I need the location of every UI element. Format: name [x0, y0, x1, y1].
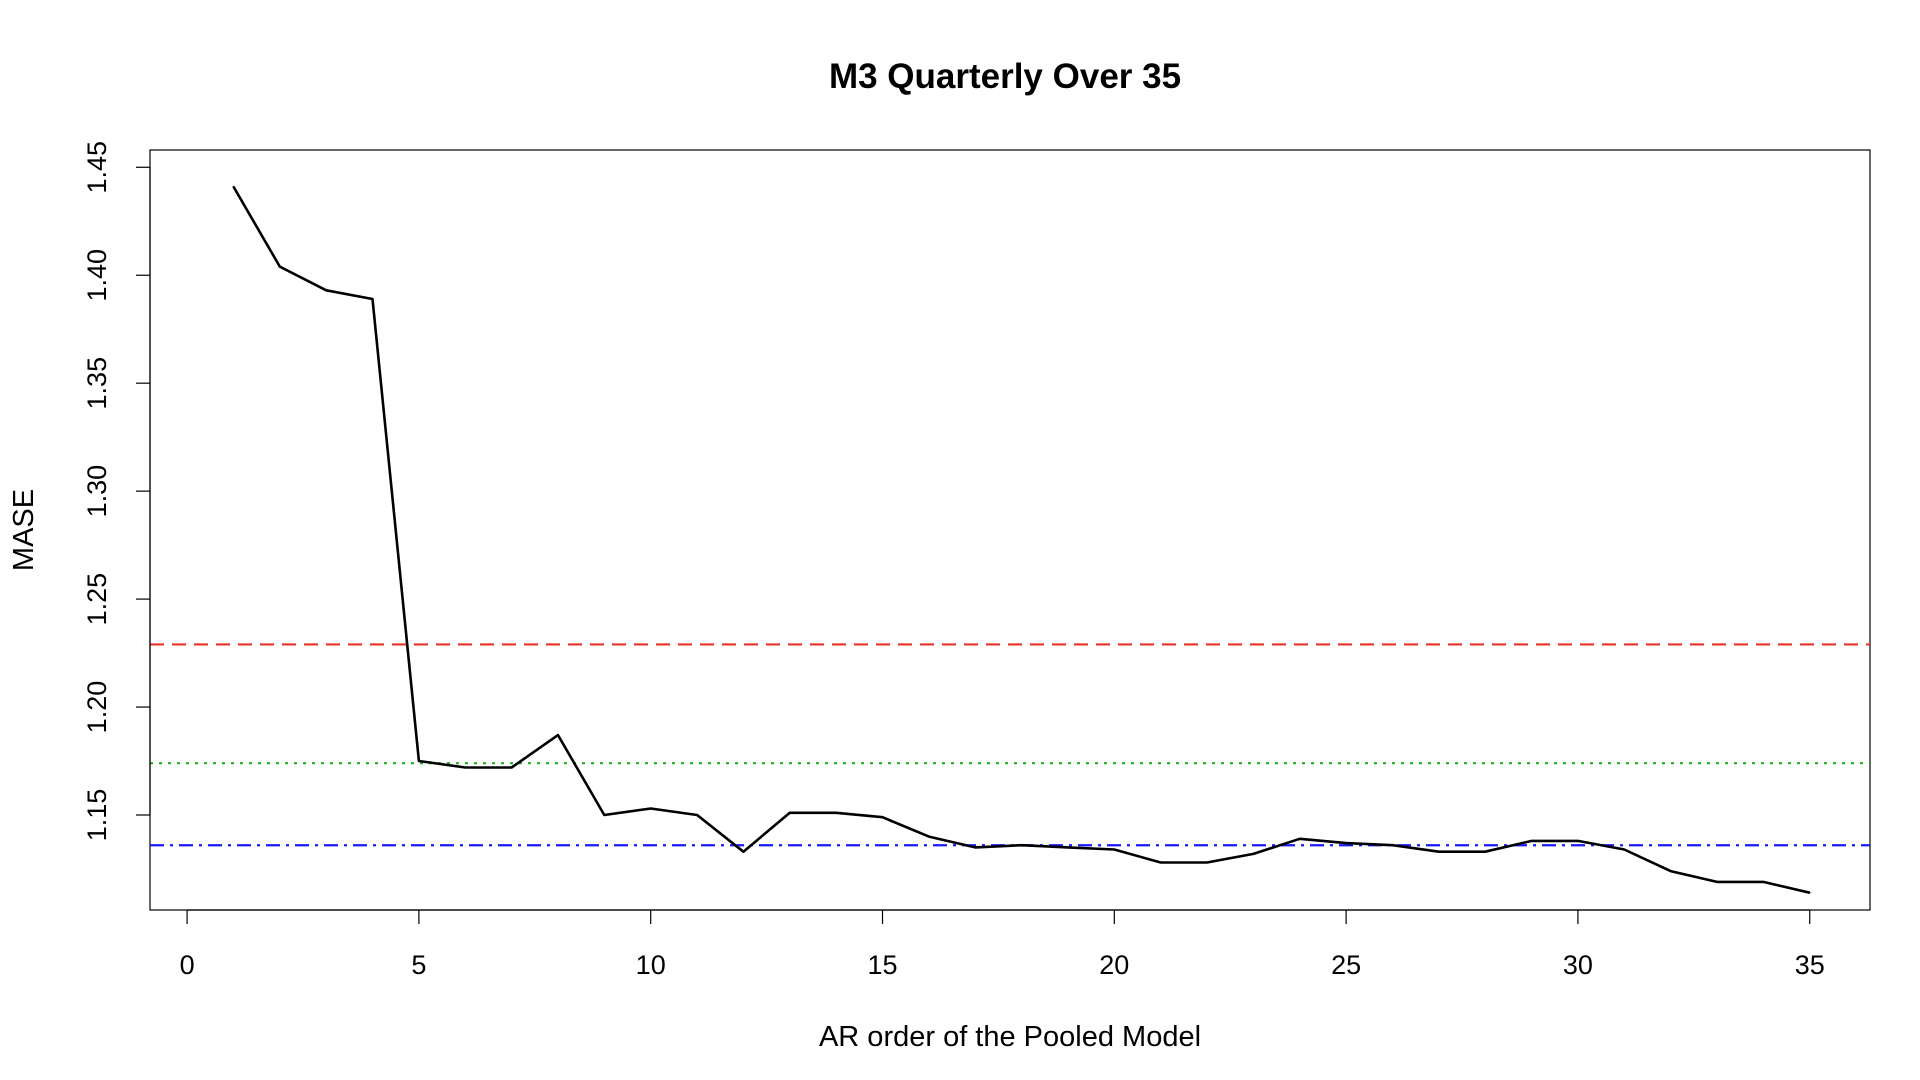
data-point — [1252, 853, 1255, 855]
data-point — [1438, 850, 1440, 853]
y-axis-title: MASE — [8, 489, 40, 571]
x-tick-label: 35 — [1795, 950, 1825, 980]
y-tick-label: 1.40 — [82, 249, 112, 302]
data-point — [1020, 844, 1023, 847]
data-point — [557, 734, 559, 736]
x-axis: 0 5 10 15 20 25 30 35 — [180, 909, 1825, 980]
data-point — [325, 289, 327, 292]
data-point — [1345, 842, 1347, 844]
plot-frame — [149, 149, 1871, 911]
series-group — [232, 185, 1811, 894]
data-point — [603, 814, 606, 816]
data-point — [696, 814, 698, 816]
series-line — [232, 186, 1810, 894]
data-point — [1716, 881, 1718, 883]
y-tick-label: 1.30 — [82, 465, 112, 518]
x-tick-label: 20 — [1099, 950, 1129, 980]
x-tick-label: 30 — [1563, 950, 1593, 980]
data-point — [1067, 846, 1069, 849]
chart-title: M3 Quarterly Over 35 — [829, 57, 1181, 96]
data-point — [788, 812, 791, 814]
x-tick-label: 5 — [411, 950, 426, 980]
data-point — [742, 850, 745, 853]
data-point — [928, 835, 930, 838]
data-point — [1669, 870, 1672, 872]
data-point — [510, 766, 513, 769]
data-point — [974, 846, 977, 849]
data-point — [232, 185, 235, 188]
data-point — [1113, 848, 1116, 851]
y-tick-label: 1.25 — [82, 573, 112, 626]
y-tick-label: 1.20 — [82, 681, 112, 734]
data-point — [1298, 837, 1301, 840]
data-point — [418, 760, 420, 762]
y-axis: 1.15 1.20 1.25 1.30 1.35 1.40 1.45 — [82, 141, 151, 842]
y-tick-label: 1.35 — [82, 357, 112, 410]
data-point — [1577, 840, 1579, 842]
y-tick-label: 1.15 — [82, 789, 112, 842]
reference-lines — [150, 643, 1870, 847]
x-tick-label: 0 — [180, 950, 195, 980]
data-point — [1159, 861, 1162, 864]
x-tick-label: 10 — [636, 950, 666, 980]
data-point — [371, 298, 374, 300]
data-point — [881, 816, 884, 818]
data-point — [1206, 861, 1208, 864]
data-point — [1762, 881, 1765, 883]
data-point — [1623, 848, 1626, 851]
data-point — [649, 807, 652, 810]
data-point — [464, 766, 467, 769]
x-tick-label: 25 — [1331, 950, 1361, 980]
x-axis-title: AR order of the Pooled Model — [819, 1021, 1201, 1053]
y-tick-label: 1.45 — [82, 141, 112, 194]
x-tick-label: 15 — [867, 950, 897, 980]
data-point — [279, 265, 281, 268]
data-point — [1484, 850, 1487, 853]
data-point — [1808, 891, 1811, 894]
data-point — [835, 812, 837, 814]
data-point — [1530, 840, 1533, 842]
data-point — [1391, 844, 1394, 847]
